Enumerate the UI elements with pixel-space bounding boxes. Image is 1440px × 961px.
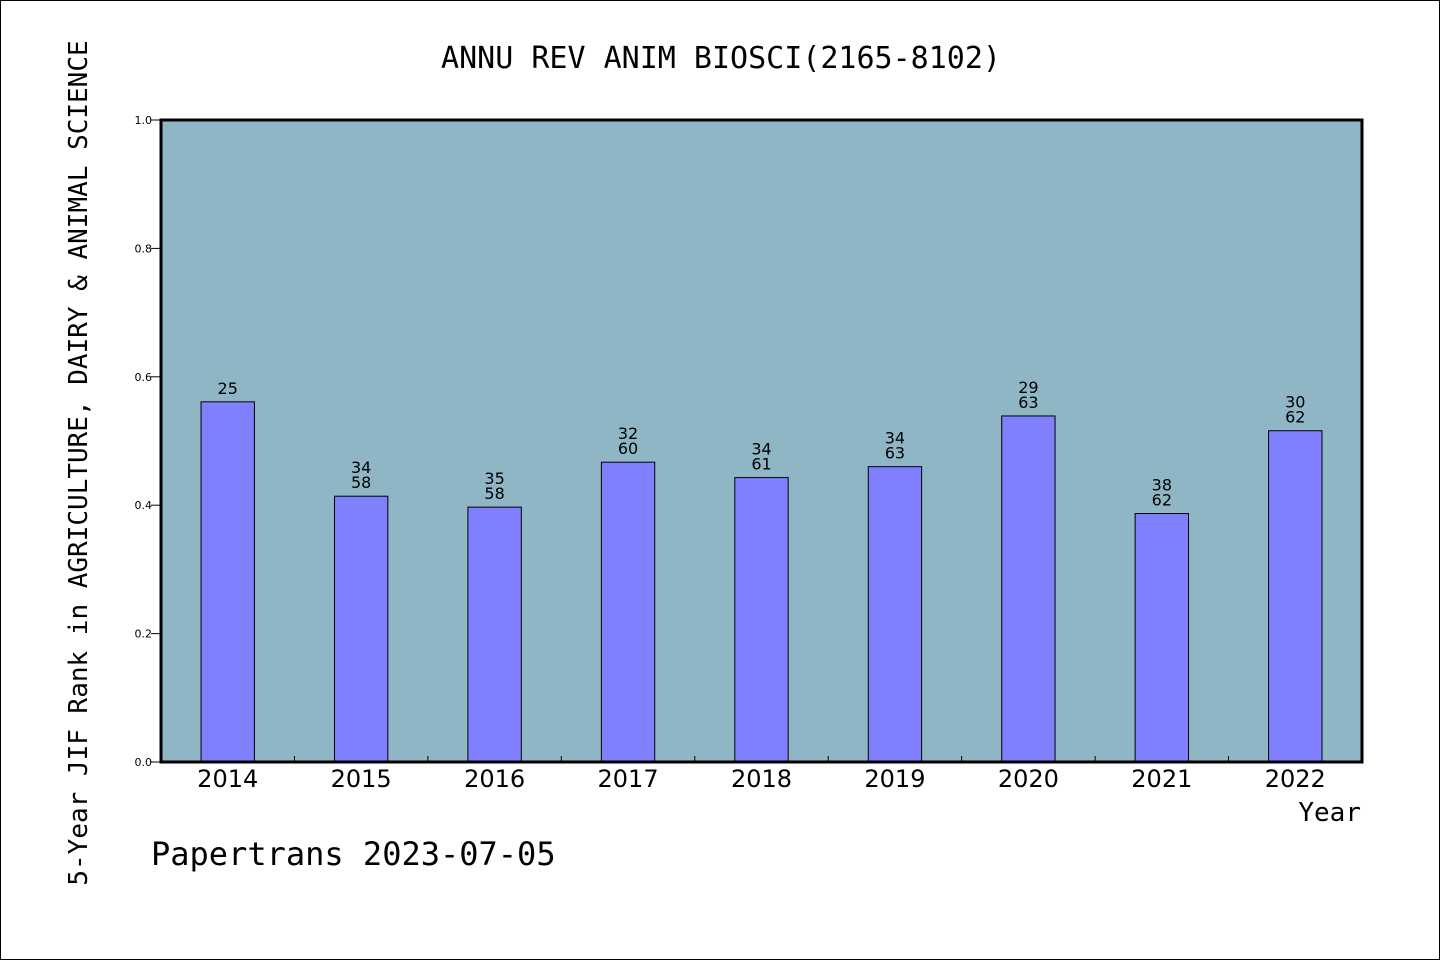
bar-label-2022-0: 30 [1285,393,1305,412]
bar-label-2021-1: 62 [1152,491,1172,510]
x-tick-label-2016: 2016 [464,765,525,793]
bars-group [200,401,1323,763]
bar-label-2020-0: 29 [1018,378,1038,397]
y-axis: 0.0 0.2 0.4 0.6 0.8 1.0 [135,114,161,769]
bar-label-2015-0: 34 [351,458,371,477]
bar-2020 [1001,415,1056,763]
y-tick-label: 1.0 [135,114,153,127]
bar-label-2018-1: 61 [751,455,771,474]
y-tick-label: 0.0 [135,756,153,769]
x-tick-label-2022: 2022 [1265,765,1326,793]
x-tick-label-2021: 2021 [1131,765,1192,793]
bar-2021 [1134,513,1190,763]
bar-2016 [467,506,522,763]
x-tick-label-2018: 2018 [731,765,792,793]
bar-label-2016-1: 58 [484,484,504,503]
bar-2018 [734,477,789,763]
x-tick-label-2020: 2020 [998,765,1059,793]
footer-credit: Papertrans 2023-07-05 [151,835,556,873]
bar-label-2017-1: 60 [618,439,638,458]
x-tick-label-2019: 2019 [864,765,925,793]
chart-title: ANNU REV ANIM BIOSCI(2165-8102) [441,41,1001,76]
bar-label-2019-0: 34 [885,429,905,448]
plot-border [159,118,1364,764]
x-tick-label-2014: 2014 [197,765,258,793]
x-tick-label-2015: 2015 [331,765,392,793]
bar-2019 [867,466,923,763]
y-tick-label: 0.4 [135,499,153,512]
x-axis-label: Year [1298,798,1361,828]
x-axis: 2014 2015 2016 2017 2018 2019 2020 2021 2022 [197,756,1326,793]
bar-2014 [200,401,255,763]
bar-label-2022-1: 62 [1285,408,1305,427]
bar-2017 [600,461,656,763]
y-tick-label: 0.2 [135,628,153,641]
bar-label-2020-1: 63 [1018,393,1038,412]
x-tick-label-2017: 2017 [598,765,659,793]
bar-2015 [333,495,389,763]
bar-label-2014-0: 25 [218,379,238,398]
y-tick-label: 0.8 [135,242,153,255]
bar-label-2017-0: 32 [618,424,638,443]
bar-label-2015-1: 58 [351,473,371,492]
bar-label-2016-0: 35 [484,469,504,488]
y-axis-label: 5-Year JIF Rank in AGRICULTURE, DAIRY & … [64,40,94,885]
bar-label-2018-0: 34 [751,440,771,459]
bar-label-2021-0: 38 [1152,476,1172,495]
y-tick-label: 0.6 [135,371,153,384]
bar-label-2019-1: 63 [885,444,905,463]
bar-2022 [1268,430,1323,763]
